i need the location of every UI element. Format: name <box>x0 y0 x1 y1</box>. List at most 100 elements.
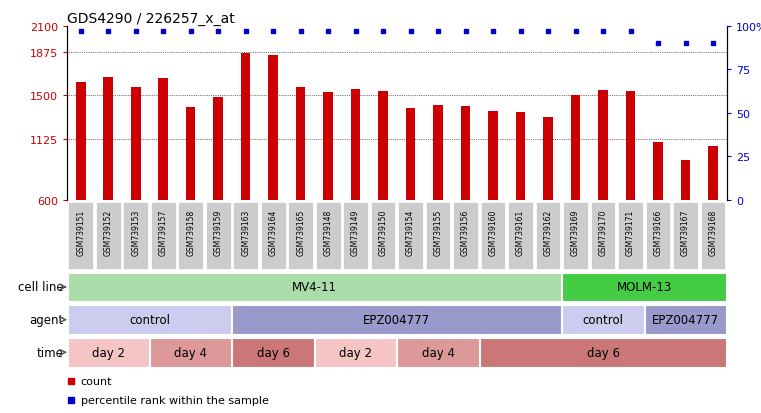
Bar <box>103 78 113 200</box>
FancyBboxPatch shape <box>68 338 149 367</box>
FancyBboxPatch shape <box>398 203 423 269</box>
Text: day 2: day 2 <box>92 346 125 359</box>
Text: GSM739162: GSM739162 <box>543 209 552 256</box>
FancyBboxPatch shape <box>151 203 176 269</box>
Bar <box>680 161 690 200</box>
FancyBboxPatch shape <box>425 203 451 269</box>
FancyBboxPatch shape <box>261 203 285 269</box>
FancyBboxPatch shape <box>68 273 562 301</box>
Text: GSM739152: GSM739152 <box>103 209 113 256</box>
Text: GSM739166: GSM739166 <box>654 209 663 256</box>
FancyBboxPatch shape <box>645 306 726 334</box>
Text: GSM739158: GSM739158 <box>186 209 195 256</box>
Text: EPZ004777: EPZ004777 <box>363 313 431 326</box>
FancyBboxPatch shape <box>563 203 588 269</box>
Bar <box>158 79 168 200</box>
Text: GSM739168: GSM739168 <box>708 209 718 256</box>
Text: day 6: day 6 <box>256 346 290 359</box>
FancyBboxPatch shape <box>96 203 120 269</box>
Bar <box>240 53 250 200</box>
Bar <box>76 82 85 200</box>
Bar <box>186 108 196 200</box>
Text: GSM739155: GSM739155 <box>434 209 443 256</box>
FancyBboxPatch shape <box>178 203 203 269</box>
Text: GSM739153: GSM739153 <box>131 209 140 256</box>
FancyBboxPatch shape <box>480 338 726 367</box>
Text: GSM739151: GSM739151 <box>76 209 85 256</box>
FancyBboxPatch shape <box>481 203 505 269</box>
Text: GSM739165: GSM739165 <box>296 209 305 256</box>
Text: MOLM-13: MOLM-13 <box>616 281 672 294</box>
Bar <box>131 88 141 200</box>
Text: GSM739156: GSM739156 <box>461 209 470 256</box>
FancyBboxPatch shape <box>68 203 93 269</box>
Text: time: time <box>37 346 64 359</box>
Text: GSM739150: GSM739150 <box>379 209 387 256</box>
FancyBboxPatch shape <box>454 203 478 269</box>
FancyBboxPatch shape <box>397 338 479 367</box>
Text: GSM739169: GSM739169 <box>571 209 580 256</box>
FancyBboxPatch shape <box>315 338 396 367</box>
Bar <box>708 147 718 200</box>
Text: GDS4290 / 226257_x_at: GDS4290 / 226257_x_at <box>67 12 234 26</box>
Text: GSM739163: GSM739163 <box>241 209 250 256</box>
FancyBboxPatch shape <box>316 203 340 269</box>
FancyBboxPatch shape <box>591 203 616 269</box>
FancyBboxPatch shape <box>150 338 231 367</box>
Bar <box>296 88 305 200</box>
FancyBboxPatch shape <box>645 203 670 269</box>
FancyBboxPatch shape <box>701 203 725 269</box>
FancyBboxPatch shape <box>232 338 314 367</box>
Text: GSM739149: GSM739149 <box>351 209 360 256</box>
Text: EPZ004777: EPZ004777 <box>652 313 719 326</box>
Text: control: control <box>582 313 623 326</box>
Bar <box>543 118 553 200</box>
Text: GSM739154: GSM739154 <box>406 209 415 256</box>
FancyBboxPatch shape <box>371 203 396 269</box>
Text: day 2: day 2 <box>339 346 372 359</box>
FancyBboxPatch shape <box>562 273 726 301</box>
Bar <box>433 105 443 200</box>
Bar <box>406 109 416 200</box>
FancyBboxPatch shape <box>68 306 231 334</box>
Bar <box>460 107 470 200</box>
Text: GSM739160: GSM739160 <box>489 209 498 256</box>
Bar <box>213 97 223 200</box>
Bar <box>516 112 525 200</box>
FancyBboxPatch shape <box>234 203 258 269</box>
Text: MV4-11: MV4-11 <box>292 281 337 294</box>
Bar <box>489 111 498 200</box>
Text: GSM739167: GSM739167 <box>681 209 690 256</box>
Text: cell line: cell line <box>18 281 64 294</box>
Bar <box>351 89 361 200</box>
Text: GSM739164: GSM739164 <box>269 209 278 256</box>
FancyBboxPatch shape <box>123 203 148 269</box>
Text: GSM739159: GSM739159 <box>214 209 223 256</box>
Text: agent: agent <box>30 313 64 326</box>
FancyBboxPatch shape <box>618 203 643 269</box>
Bar <box>653 142 663 200</box>
Bar <box>571 96 581 200</box>
FancyBboxPatch shape <box>562 306 644 334</box>
Bar <box>323 93 333 200</box>
FancyBboxPatch shape <box>508 203 533 269</box>
Text: control: control <box>129 313 170 326</box>
FancyBboxPatch shape <box>343 203 368 269</box>
Text: day 4: day 4 <box>422 346 454 359</box>
Text: GSM739161: GSM739161 <box>516 209 525 256</box>
Text: GSM739148: GSM739148 <box>323 209 333 256</box>
FancyBboxPatch shape <box>205 203 231 269</box>
Text: count: count <box>81 376 112 386</box>
FancyBboxPatch shape <box>288 203 313 269</box>
Text: percentile rank within the sample: percentile rank within the sample <box>81 395 269 405</box>
Bar <box>378 92 388 200</box>
Text: GSM739171: GSM739171 <box>626 209 635 256</box>
FancyBboxPatch shape <box>232 306 562 334</box>
Text: day 4: day 4 <box>174 346 207 359</box>
Bar <box>269 56 278 200</box>
Text: GSM739170: GSM739170 <box>599 209 607 256</box>
Text: GSM739157: GSM739157 <box>159 209 167 256</box>
FancyBboxPatch shape <box>673 203 698 269</box>
FancyBboxPatch shape <box>536 203 560 269</box>
Text: day 6: day 6 <box>587 346 619 359</box>
